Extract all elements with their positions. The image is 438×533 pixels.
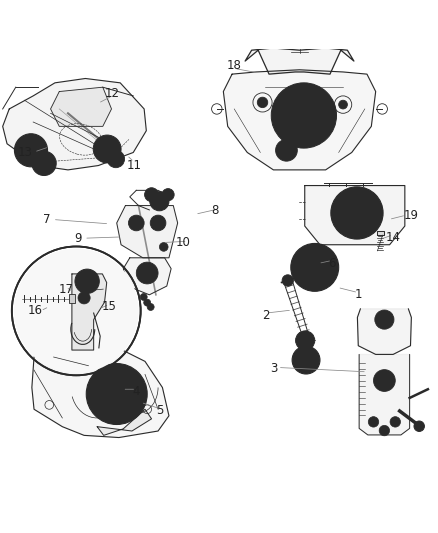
Circle shape [291, 102, 317, 128]
Circle shape [271, 83, 336, 148]
Polygon shape [223, 70, 376, 170]
Circle shape [414, 421, 424, 431]
Polygon shape [32, 346, 169, 438]
Text: 6: 6 [328, 256, 336, 270]
Circle shape [128, 215, 144, 231]
Circle shape [339, 100, 347, 109]
Polygon shape [357, 309, 411, 354]
Polygon shape [123, 258, 171, 295]
Circle shape [75, 269, 99, 294]
Circle shape [162, 189, 174, 201]
Text: 9: 9 [74, 232, 81, 245]
Circle shape [297, 351, 315, 369]
Circle shape [80, 274, 94, 288]
Text: 19: 19 [404, 208, 419, 222]
Text: 8: 8 [211, 204, 218, 217]
Circle shape [150, 215, 166, 231]
Circle shape [257, 97, 268, 108]
Circle shape [150, 192, 169, 211]
Circle shape [154, 196, 165, 206]
Circle shape [144, 299, 151, 306]
Circle shape [282, 275, 293, 286]
Circle shape [147, 303, 154, 310]
Polygon shape [359, 354, 410, 435]
Circle shape [292, 346, 320, 374]
Circle shape [107, 150, 124, 168]
Text: 11: 11 [127, 159, 141, 172]
Text: 18: 18 [227, 59, 242, 72]
Circle shape [331, 187, 383, 239]
Circle shape [296, 331, 315, 350]
Circle shape [347, 204, 367, 223]
Circle shape [390, 417, 400, 427]
Circle shape [140, 294, 147, 301]
Circle shape [159, 243, 168, 251]
Circle shape [14, 249, 138, 373]
Polygon shape [72, 274, 107, 350]
Text: 15: 15 [102, 301, 117, 313]
Polygon shape [305, 185, 405, 245]
Circle shape [379, 425, 390, 436]
Polygon shape [50, 87, 112, 126]
Circle shape [303, 357, 310, 364]
Text: 5: 5 [156, 405, 164, 417]
Polygon shape [3, 78, 146, 170]
Text: 12: 12 [105, 87, 120, 100]
Circle shape [105, 382, 129, 406]
Text: 17: 17 [58, 282, 73, 296]
Text: 1: 1 [354, 288, 362, 301]
Circle shape [145, 188, 159, 201]
Circle shape [32, 151, 56, 175]
Text: 4: 4 [133, 385, 140, 398]
Circle shape [368, 417, 379, 427]
Circle shape [14, 134, 47, 167]
Polygon shape [245, 48, 354, 74]
Circle shape [300, 335, 311, 346]
Circle shape [291, 244, 339, 292]
Circle shape [93, 135, 121, 163]
Circle shape [78, 292, 90, 304]
Polygon shape [97, 409, 152, 435]
Circle shape [26, 145, 36, 156]
Text: 16: 16 [28, 304, 43, 317]
Circle shape [374, 370, 395, 391]
Circle shape [281, 93, 326, 138]
Text: 2: 2 [262, 309, 270, 322]
Polygon shape [117, 206, 178, 258]
Circle shape [308, 261, 322, 274]
Text: 13: 13 [18, 146, 33, 158]
Text: 7: 7 [43, 213, 51, 226]
Polygon shape [377, 231, 384, 235]
Circle shape [136, 262, 158, 284]
Bar [69, 294, 74, 303]
Text: 3: 3 [270, 362, 277, 375]
Circle shape [95, 372, 138, 416]
Circle shape [86, 364, 147, 424]
Circle shape [339, 195, 375, 231]
Circle shape [276, 140, 297, 161]
Text: 14: 14 [385, 231, 401, 244]
Circle shape [84, 278, 90, 284]
Circle shape [375, 310, 394, 329]
Text: 10: 10 [176, 236, 191, 249]
